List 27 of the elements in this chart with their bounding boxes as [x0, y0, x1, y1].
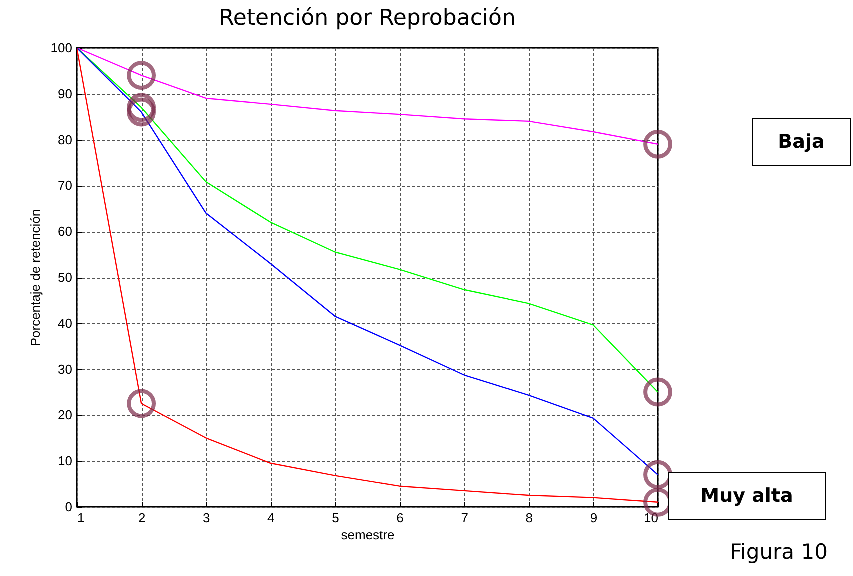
x-tick-label: 8 — [526, 510, 534, 526]
x-tick-label: 7 — [461, 510, 468, 526]
y-tick-label: 90 — [58, 86, 72, 102]
y-axis-title: Porcentaje de retención — [28, 209, 43, 347]
y-tick-label: 100 — [50, 40, 72, 56]
x-tick-label: 6 — [396, 510, 404, 526]
x-tick-label: 10 — [644, 510, 658, 526]
text: Baja — [752, 118, 851, 166]
x-tick-label: 1 — [78, 510, 85, 526]
x-tick-label: 9 — [590, 510, 598, 526]
x-tick-label: 2 — [138, 510, 146, 526]
x-tick-label: 4 — [268, 510, 275, 526]
y-tick-label: 50 — [58, 270, 72, 285]
y-tick-label: 0 — [65, 500, 72, 514]
x-axis-title: semestre — [341, 528, 395, 542]
y-tick-label: 80 — [58, 132, 72, 148]
text: Muy alta — [668, 472, 826, 520]
y-tick-label: 20 — [58, 408, 72, 423]
chart-title: Retención por Reprobación — [219, 6, 516, 31]
text: Figura 10 — [730, 540, 828, 564]
x-tick-label: 5 — [332, 510, 340, 526]
y-tick-label: 60 — [58, 224, 72, 240]
y-tick-label: 30 — [58, 362, 72, 377]
x-tick-label: 3 — [202, 510, 210, 526]
y-tick-label: 40 — [58, 316, 72, 331]
y-tick-label: 70 — [58, 178, 72, 194]
y-tick-label: 10 — [58, 454, 72, 469]
